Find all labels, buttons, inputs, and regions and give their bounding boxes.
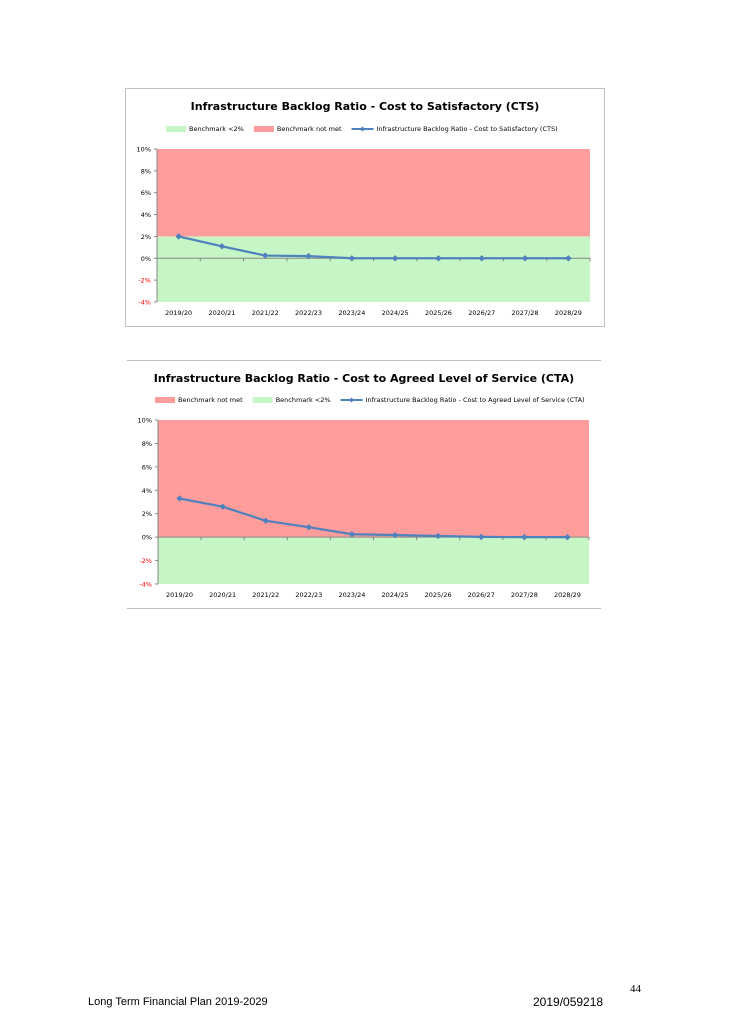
- chart2-x-tick-label: 2021/22: [252, 591, 279, 599]
- chart2-x-tick-label: 2023/24: [338, 591, 365, 599]
- chart1-x-tick-label: 2027/28: [512, 309, 539, 317]
- chart2-x-tick-label: 2025/26: [425, 591, 452, 599]
- chart2-band-1: [158, 420, 589, 538]
- chart2-data-point: [176, 495, 183, 502]
- chart1-legend-label: Benchmark not met: [277, 125, 342, 133]
- chart2-data-point: [219, 503, 226, 510]
- chart2-y-tick-label: -2%: [139, 557, 152, 565]
- chart-cts: Infrastructure Backlog Ratio - Cost to S…: [125, 88, 605, 327]
- chart2-y-tick-label: -4%: [139, 581, 152, 589]
- chart1-x-tick-label: 2020/21: [208, 309, 235, 317]
- chart1-legend-swatch: [166, 126, 186, 132]
- chart2-legend-label: Infrastructure Backlog Ratio - Cost to A…: [366, 396, 585, 404]
- chart2-x-tick-label: 2027/28: [511, 591, 538, 599]
- chart2-legend-label: Benchmark <2%: [276, 396, 331, 404]
- chart1-legend-label: Infrastructure Backlog Ratio - Cost to S…: [377, 125, 558, 133]
- chart-cta: Infrastructure Backlog Ratio - Cost to A…: [127, 360, 601, 609]
- chart1-title: Infrastructure Backlog Ratio - Cost to S…: [191, 100, 540, 113]
- chart1-y-tick-label: 6%: [141, 189, 151, 197]
- chart1-band-2: [157, 149, 590, 237]
- chart2-x-tick-label: 2020/21: [209, 591, 236, 599]
- chart2-y-tick-label: 2%: [142, 510, 152, 518]
- chart1-series-line: [178, 235, 569, 260]
- chart1-data-point: [218, 243, 226, 250]
- chart-cts-svg: Infrastructure Backlog Ratio - Cost to S…: [137, 100, 591, 317]
- chart1-legend-marker: [360, 126, 366, 132]
- chart1-y-tick-label: -4%: [138, 299, 151, 307]
- chart2-y-tick-label: 0%: [142, 534, 152, 542]
- chart2-x-tick-label: 2028/29: [554, 591, 581, 599]
- chart2-legend-swatch: [252, 397, 273, 403]
- chart2-data-point: [262, 517, 269, 524]
- chart2-band-2: [158, 537, 589, 584]
- chart1-y-tick-label: -2%: [138, 277, 151, 285]
- chart1-legend-swatch: [253, 126, 274, 132]
- chart2-data-point: [434, 532, 442, 540]
- chart2-title: Infrastructure Backlog Ratio - Cost to A…: [154, 372, 574, 385]
- chart1-y-tick-label: 4%: [141, 211, 151, 219]
- chart2-x-tick-label: 2024/25: [382, 591, 409, 599]
- chart2-y-tick-label: 10%: [138, 417, 152, 425]
- chart2-x-tick-label: 2022/23: [295, 591, 322, 599]
- chart2-x-tick-label: 2026/27: [468, 591, 495, 599]
- chart1-y-tick-label: 8%: [141, 167, 151, 175]
- chart1-x-tick-label: 2021/22: [252, 309, 279, 317]
- chart1-data-point: [305, 252, 312, 260]
- chart1-y-tick-label: 0%: [141, 255, 151, 263]
- chart1-x-tick-label: 2019/20: [165, 309, 192, 317]
- chart1-x-tick-label: 2023/24: [338, 309, 365, 317]
- page-number: 44: [630, 983, 641, 995]
- chart1-data-point: [175, 233, 182, 240]
- chart2-legend-swatch: [155, 397, 175, 403]
- chart1-x-tick-label: 2025/26: [425, 309, 452, 317]
- footer-reference-number: 2019/059218: [533, 995, 604, 1009]
- chart2-y-tick-label: 6%: [142, 463, 152, 471]
- chart2-series-line: [179, 497, 568, 539]
- chart2-legend-label: Benchmark not met: [178, 396, 243, 404]
- chart-cta-svg: Infrastructure Backlog Ratio - Cost to A…: [138, 372, 590, 599]
- chart1-legend-label: Benchmark <2%: [189, 125, 244, 133]
- chart1-y-tick-label: 2%: [141, 233, 151, 241]
- chart2-data-point: [478, 533, 485, 541]
- chart1-x-tick-label: 2022/23: [295, 309, 322, 317]
- chart1-x-tick-label: 2028/29: [555, 309, 582, 317]
- footer-document-title: Long Term Financial Plan 2019-2029: [88, 996, 268, 1008]
- chart1-data-point: [262, 252, 269, 259]
- chart1-x-tick-label: 2024/25: [382, 309, 409, 317]
- chart2-x-tick-label: 2019/20: [166, 591, 193, 599]
- chart1-y-tick-label: 10%: [137, 146, 151, 154]
- chart2-y-tick-label: 4%: [142, 487, 152, 495]
- chart2-legend-marker: [349, 397, 355, 403]
- chart1-x-tick-label: 2026/27: [468, 309, 495, 317]
- chart2-y-tick-label: 8%: [142, 440, 152, 448]
